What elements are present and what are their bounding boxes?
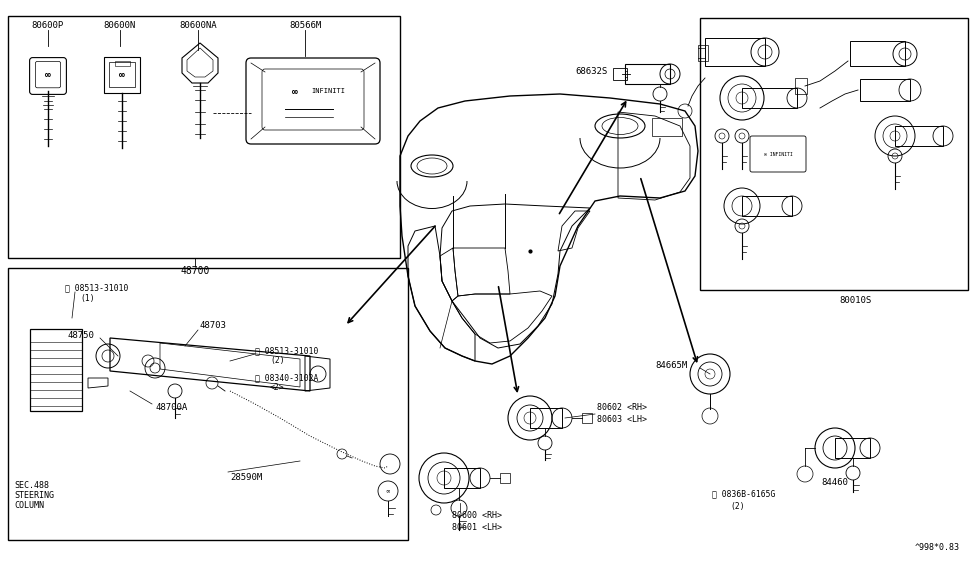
Text: 80600N: 80600N [104, 22, 137, 31]
Text: (2): (2) [730, 501, 745, 511]
Text: 48700: 48700 [180, 266, 210, 276]
Text: <2>: <2> [270, 384, 285, 392]
Text: (1): (1) [80, 294, 95, 302]
Bar [895, 126, 943, 146]
Bar [8, 16, 400, 258]
Bar [109, 62, 135, 87]
Bar [652, 118, 682, 136]
Text: ∞: ∞ [292, 86, 298, 96]
Bar [8, 268, 408, 540]
Text: 80566M: 80566M [289, 22, 321, 31]
Text: STEERING: STEERING [14, 491, 54, 500]
Text: SEC.488: SEC.488 [14, 482, 49, 491]
Text: 84665M: 84665M [655, 362, 687, 371]
Text: COLUMN: COLUMN [14, 501, 44, 511]
Text: 28590M: 28590M [230, 474, 262, 482]
Text: 48750: 48750 [68, 332, 95, 341]
Bar [613, 68, 627, 80]
Bar [114, 61, 130, 66]
Text: Ⓢ 08513-31010: Ⓢ 08513-31010 [65, 284, 129, 293]
Text: Ⓢ 08340-3102A: Ⓢ 08340-3102A [255, 374, 319, 383]
Text: 80601 <LH>: 80601 <LH> [452, 524, 502, 533]
Text: 84460: 84460 [822, 478, 848, 487]
Bar [698, 45, 708, 61]
Bar [742, 196, 792, 216]
Bar [625, 64, 670, 84]
Text: Ⓢ 08513-31010: Ⓢ 08513-31010 [255, 346, 319, 355]
Bar [30, 329, 82, 411]
Bar [104, 57, 140, 92]
Text: 48700A: 48700A [155, 404, 187, 413]
Text: 48703: 48703 [200, 321, 227, 331]
Text: ∞ INFINITI: ∞ INFINITI [763, 152, 793, 157]
Bar [530, 408, 562, 428]
Text: 80603 <LH>: 80603 <LH> [597, 415, 647, 424]
Text: INFINITI: INFINITI [311, 88, 345, 94]
Text: (2): (2) [270, 357, 285, 366]
Text: 80600P: 80600P [32, 22, 64, 31]
Bar [444, 468, 480, 488]
Bar [742, 88, 797, 108]
Bar [500, 473, 510, 483]
Text: ∞: ∞ [386, 488, 390, 494]
Text: 80600NA: 80600NA [179, 22, 216, 31]
Bar [705, 38, 765, 66]
Text: 80010S: 80010S [838, 296, 871, 305]
Bar [850, 41, 905, 66]
Text: ^998*0.83: ^998*0.83 [915, 543, 960, 552]
Text: ∞: ∞ [45, 69, 51, 79]
Bar [700, 18, 968, 290]
Bar [582, 413, 592, 423]
Bar [860, 79, 910, 101]
Text: 80600 <RH>: 80600 <RH> [452, 512, 502, 521]
Text: 80602 <RH>: 80602 <RH> [597, 404, 647, 413]
Bar [795, 78, 807, 94]
Bar [835, 438, 870, 458]
Text: Ⓢ 0836B-6165G: Ⓢ 0836B-6165G [712, 490, 775, 499]
Text: ∞: ∞ [119, 69, 125, 79]
Text: 68632S: 68632S [575, 67, 607, 76]
